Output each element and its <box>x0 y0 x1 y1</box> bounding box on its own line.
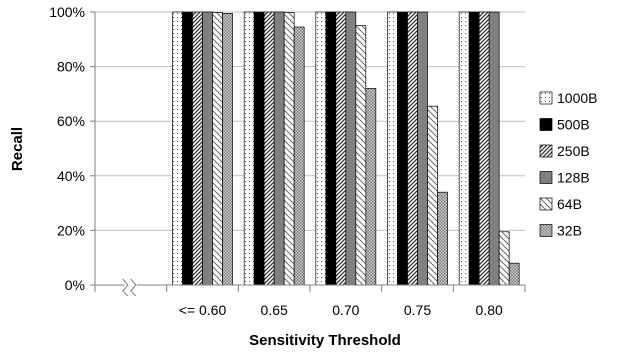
bar <box>222 13 233 286</box>
legend-swatch <box>539 171 553 184</box>
y-axis-title: Recall <box>9 127 26 171</box>
bar <box>243 11 255 286</box>
y-axis-ticks: 0% 20% 40% 60% 80% 100% <box>49 4 85 293</box>
bar <box>335 11 347 286</box>
x-tick-label: 0.80 <box>476 302 503 318</box>
bar <box>468 11 480 286</box>
gridlines <box>95 11 525 231</box>
legend-swatch <box>539 118 553 131</box>
bar <box>283 12 295 286</box>
bar <box>478 11 490 286</box>
bar <box>417 11 428 286</box>
bar <box>508 262 520 286</box>
legend-label: 64B <box>557 196 582 212</box>
bar <box>355 25 367 286</box>
axes <box>90 11 526 297</box>
bar <box>437 191 448 286</box>
bar <box>365 88 377 286</box>
x-tick-label: <= 0.60 <box>179 302 227 318</box>
legend-swatch <box>539 144 553 158</box>
y-tick-label: 0% <box>65 277 85 293</box>
bar <box>498 231 510 286</box>
bar <box>202 11 213 286</box>
bar <box>212 12 223 286</box>
legend-label: 128B <box>557 170 590 186</box>
bar <box>263 11 275 286</box>
y-tick-label: 100% <box>49 4 85 20</box>
legend-label: 1000B <box>557 90 597 106</box>
bar <box>315 11 327 286</box>
y-tick-label: 80% <box>57 59 85 75</box>
legend-swatch <box>539 224 553 237</box>
bar <box>407 11 418 286</box>
bar <box>397 11 408 286</box>
bar <box>172 11 183 286</box>
bar <box>293 26 305 286</box>
bar <box>458 11 470 286</box>
bar <box>427 105 438 286</box>
x-tick-label: 0.75 <box>404 302 431 318</box>
x-axis-ticks: <= 0.60 0.65 0.70 0.75 0.80 <box>179 302 503 318</box>
bar <box>325 11 337 286</box>
bars <box>172 11 520 286</box>
y-tick-label: 20% <box>57 222 85 238</box>
x-tick-label: 0.65 <box>261 302 288 318</box>
bar <box>182 11 193 286</box>
bar <box>273 11 285 286</box>
legend-swatch <box>539 197 553 211</box>
legend: 1000B 500B 250B 128B 64B 32B <box>539 90 597 239</box>
legend-swatch <box>539 91 553 105</box>
x-tick-label: 0.70 <box>332 302 359 318</box>
legend-label: 32B <box>557 223 582 239</box>
x-axis-title: Sensitivity Threshold <box>249 332 401 349</box>
legend-label: 250B <box>557 143 590 159</box>
legend-label: 500B <box>557 117 590 133</box>
bar <box>192 11 203 286</box>
bar <box>488 11 500 286</box>
axis-break-marker <box>122 278 137 297</box>
bar <box>253 11 265 286</box>
bar <box>345 11 357 286</box>
y-tick-label: 40% <box>57 168 85 184</box>
bar <box>387 11 398 286</box>
y-tick-label: 60% <box>57 113 85 129</box>
